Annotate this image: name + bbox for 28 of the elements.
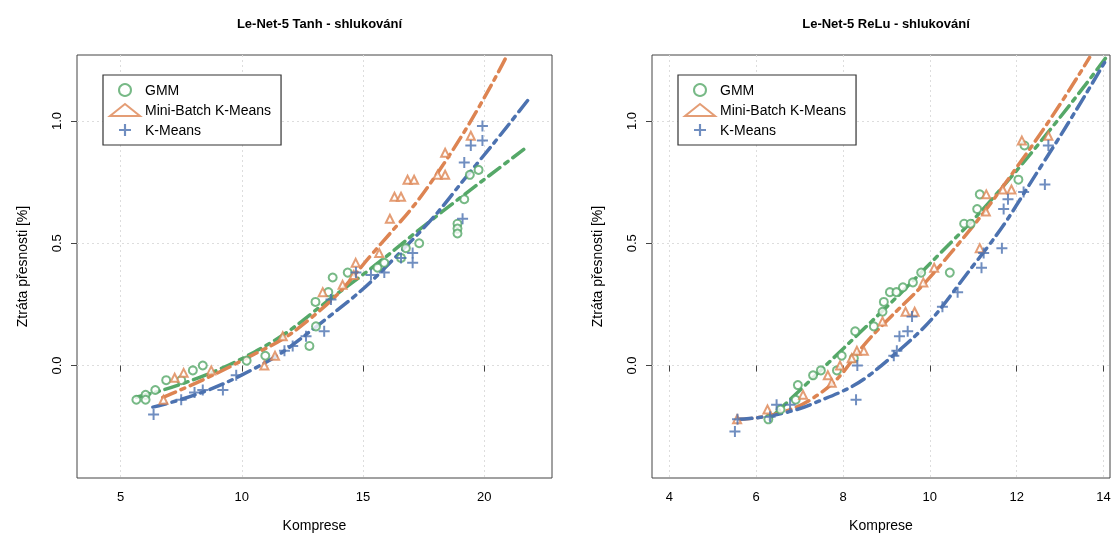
x-tick-label: 8: [839, 489, 847, 504]
y-tick-label: 0.0: [624, 356, 639, 375]
legend-label: GMM: [145, 82, 180, 98]
x-tick-label: 5: [117, 489, 125, 504]
x-tick-label: 6: [752, 489, 760, 504]
y-axis-title: Ztráta přesnosti [%]: [14, 205, 30, 328]
x-axis-title: Komprese: [282, 517, 347, 533]
chart-title: Le-Net-5 Tanh - shlukování: [236, 16, 403, 31]
x-tick-label: 14: [1096, 489, 1111, 504]
y-tick-label: 0.0: [49, 356, 64, 375]
y-tick-label: 0.5: [49, 234, 64, 253]
legend-label: K-Means: [145, 122, 202, 138]
y-tick-label: 1.0: [624, 111, 639, 131]
x-tick-label: 12: [1009, 489, 1024, 504]
x-tick-label: 15: [355, 489, 371, 504]
x-tick-label: 20: [476, 489, 492, 504]
y-tick-label: 0.5: [624, 234, 639, 253]
chart-title: Le-Net-5 ReLu - shlukování: [802, 16, 971, 31]
y-tick-label: 1.0: [49, 111, 64, 131]
legend-label: Mini-Batch K-Means: [720, 102, 847, 118]
y-axis-title: Ztráta přesnosti [%]: [589, 205, 605, 328]
legend-label: GMM: [720, 82, 755, 98]
x-tick-label: 10: [234, 489, 250, 504]
x-tick-label: 4: [665, 489, 673, 504]
x-axis-title: Komprese: [849, 517, 914, 533]
legend-label: Mini-Batch K-Means: [145, 102, 272, 118]
x-tick-label: 10: [922, 489, 938, 504]
legend-label: K-Means: [720, 122, 777, 138]
